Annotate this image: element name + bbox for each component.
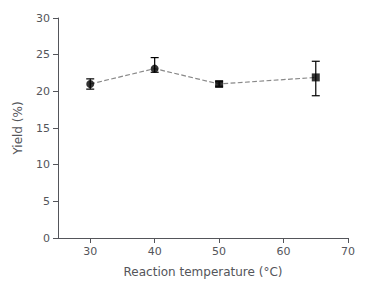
svg-text:60: 60 (277, 245, 291, 258)
svg-text:30: 30 (36, 12, 50, 25)
svg-text:5: 5 (43, 195, 50, 208)
svg-text:10: 10 (36, 158, 50, 171)
svg-text:Yield (%): Yield (%) (11, 101, 25, 155)
svg-text:50: 50 (212, 245, 226, 258)
svg-text:Reaction temperature (°C): Reaction temperature (°C) (124, 265, 283, 279)
svg-text:20: 20 (36, 85, 50, 98)
svg-text:30: 30 (83, 245, 97, 258)
svg-text:40: 40 (148, 245, 162, 258)
svg-text:70: 70 (341, 245, 355, 258)
svg-text:15: 15 (36, 122, 50, 135)
svg-text:0: 0 (43, 232, 50, 245)
svg-text:25: 25 (36, 48, 50, 61)
